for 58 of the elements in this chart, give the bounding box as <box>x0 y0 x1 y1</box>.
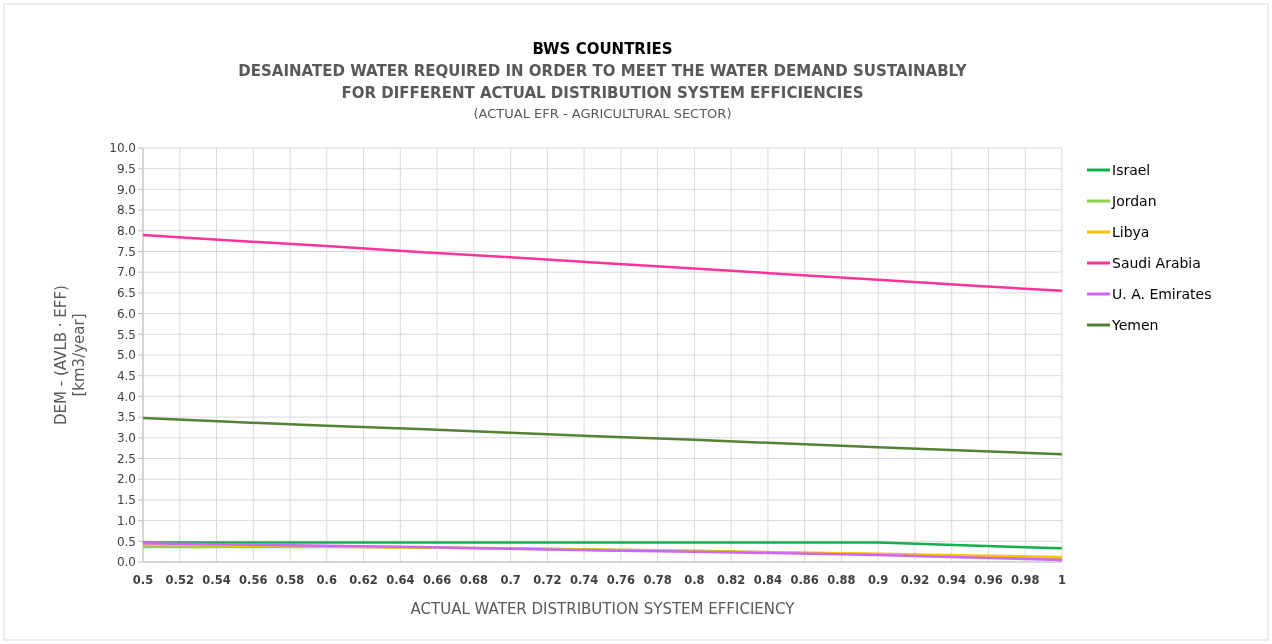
x-tick-label: 0.5 <box>132 573 154 587</box>
y-tick-label: 3.5 <box>116 410 136 425</box>
y-tick-label: 10.0 <box>109 141 136 156</box>
y-tick-label: 1.0 <box>116 513 136 528</box>
x-tick-label: 0.84 <box>753 573 783 587</box>
y-tick-label: 8.0 <box>116 224 136 238</box>
y-tick-label: 7.5 <box>116 244 136 259</box>
x-tick-label: 0.62 <box>349 573 378 587</box>
x-axis-title: ACTUAL WATER DISTRIBUTION SYSTEM EFFICIENCY <box>410 600 796 618</box>
y-tick-label: 9.0 <box>116 182 136 197</box>
x-tick-label: 0.52 <box>165 573 194 587</box>
y-tick-label: 0.5 <box>116 534 136 549</box>
x-tick-label: 0.8 <box>684 573 705 587</box>
x-tick-label: 0.96 <box>974 573 1003 587</box>
y-tick-label: 2.0 <box>116 472 136 487</box>
legend-label: U. A. Emirates <box>1112 285 1212 302</box>
y-tick-label: 0.0 <box>116 555 136 570</box>
x-tick-label: 0.82 <box>716 573 746 587</box>
y-tick-label: 6.0 <box>116 306 136 321</box>
y-tick-label: 1.5 <box>116 493 136 508</box>
y-tick-label: 5.0 <box>116 348 136 363</box>
y-tick-label: 6.5 <box>116 286 136 301</box>
x-tick-label: 0.6 <box>316 573 337 587</box>
legend-label: Israel <box>1112 161 1151 178</box>
y-tick-label: 2.5 <box>116 451 136 466</box>
x-tick-label: 0.66 <box>422 573 452 587</box>
x-tick-label: 0.74 <box>569 573 599 587</box>
chart-title: BWS COUNTRIES <box>532 40 673 58</box>
x-tick-label: 0.98 <box>1011 573 1040 587</box>
x-tick-label: 0.78 <box>643 573 672 587</box>
y-tick-label: 9.5 <box>116 161 136 176</box>
x-tick-label: 0.86 <box>790 573 819 587</box>
x-tick-label: 0.92 <box>900 573 930 587</box>
text: (ACTUAL EFR - AGRICULTURAL SECTOR) <box>473 106 732 121</box>
x-tick-label: 0.94 <box>937 573 966 587</box>
x-tick-label: 0.76 <box>606 573 636 587</box>
legend-label: Jordan <box>1111 192 1157 209</box>
y-tick-label: 4.0 <box>116 389 136 404</box>
legend-label: Libya <box>1112 223 1150 240</box>
y-tick-label: 7.0 <box>116 265 136 280</box>
chart-subtitle: DESAINATED WATER REQUIRED IN ORDER TO MEET THE WATER DEMAND SUSTAINABLY FOR DIFFERENT ACTUAL DISTRIBUTION SYSTEM EFFICIENCIES <box>238 62 968 102</box>
x-tick-label: 0.56 <box>239 573 268 587</box>
y-tick-label: 4.5 <box>116 368 136 383</box>
legend-label: Yemen <box>1111 316 1159 333</box>
x-tick-label: 0.58 <box>275 573 305 587</box>
x-tick-label: 0.64 <box>386 573 415 587</box>
y-tick-label: 3.0 <box>116 431 136 445</box>
legend-label: Saudi Arabia <box>1112 254 1201 271</box>
x-tick-label: 0.88 <box>827 573 856 587</box>
x-tick-label: 0.9 <box>868 573 889 587</box>
x-tick-label: 1 <box>1057 573 1067 587</box>
x-tick-label: 0.54 <box>202 573 231 587</box>
x-tick-label: 0.68 <box>459 573 489 587</box>
x-tick-label: 0.72 <box>533 573 562 587</box>
y-tick-label: 8.5 <box>116 203 136 218</box>
x-tick-label: 0.7 <box>500 573 521 587</box>
y-tick-label: 5.5 <box>116 327 136 342</box>
y-axis-title: DEM - (AVLB · EFF) [km3/year] <box>52 285 88 425</box>
